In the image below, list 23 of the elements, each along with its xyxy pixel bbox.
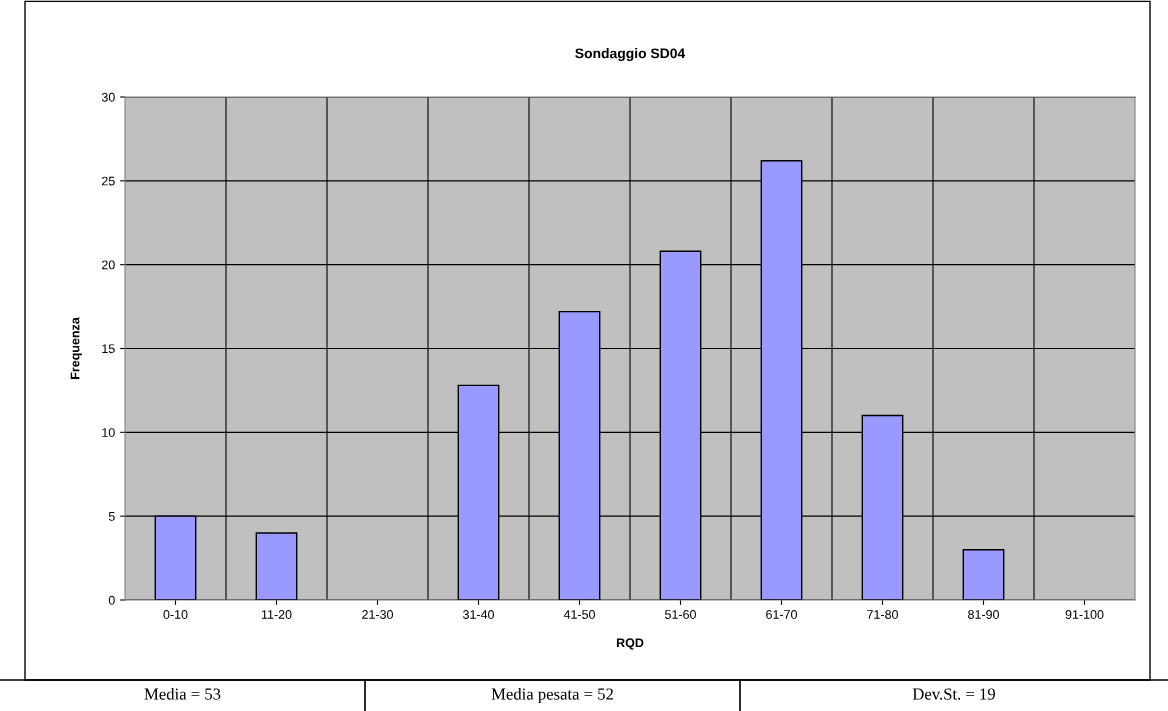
y-tick-label: 15 [102, 344, 115, 354]
x-tick-label: 0-10 [163, 610, 188, 619]
x-tick-label: 31-40 [462, 610, 494, 619]
y-tick-label: 10 [102, 428, 115, 437]
x-tick-label: 51-60 [665, 610, 696, 619]
x-tick-label: 61-70 [766, 610, 797, 619]
text: Dev.St. = 19 [912, 688, 995, 700]
text: Media = 53 [144, 687, 221, 700]
text: Media pesata = 52 [491, 687, 613, 704]
x-tick-label: 11-20 [261, 610, 292, 619]
y-tick-label: 0 [108, 595, 115, 605]
x-tick-label: 91-100 [1065, 610, 1104, 619]
y-tick-label: 20 [102, 260, 115, 270]
chart-title: Sondaggio SD04 [575, 48, 686, 62]
x-tick-label: 21-30 [362, 610, 393, 619]
y-tick-label: 25 [102, 176, 115, 186]
x-tick-label: 81-90 [968, 610, 999, 619]
y-tick-label: 5 [108, 512, 115, 521]
y-axis-title: Frequenza [70, 317, 82, 379]
x-axis-title: RQD [616, 638, 644, 650]
x-tick-label: 41-50 [563, 610, 595, 619]
x-tick-label: 71-80 [867, 610, 898, 619]
y-tick-label: 30 [101, 92, 115, 102]
